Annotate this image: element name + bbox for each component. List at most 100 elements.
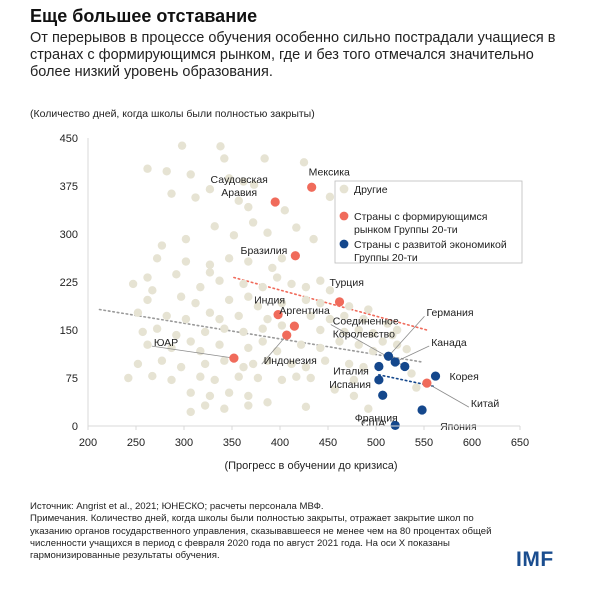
other-point — [216, 142, 225, 151]
other-point — [258, 337, 267, 346]
other-point — [354, 325, 363, 335]
other-point — [378, 337, 387, 346]
country-label: ЮАР — [154, 337, 178, 349]
other-point — [287, 279, 296, 289]
other-point — [176, 362, 186, 372]
y-tick-label: 225 — [60, 277, 78, 289]
other-point — [263, 356, 272, 365]
other-point — [224, 174, 234, 183]
other-point — [316, 276, 325, 285]
legend-entry: Страны с формирующимся рынком Группы 20-т… — [354, 211, 487, 236]
other-point — [224, 295, 234, 305]
other-point — [152, 324, 162, 333]
emerging-point — [229, 353, 239, 363]
other-point — [220, 404, 229, 413]
country-label: Турция — [330, 277, 364, 289]
x-tick-label: 300 — [175, 437, 193, 449]
other-point — [191, 193, 200, 202]
other-point — [301, 282, 311, 292]
country-label: Индонезия — [264, 355, 317, 367]
other-point — [244, 202, 253, 212]
other-point — [277, 298, 287, 308]
y-tick-label: 450 — [60, 133, 78, 145]
advanced-point — [374, 375, 384, 385]
other-point — [186, 407, 195, 417]
other-point — [277, 321, 287, 330]
other-point — [234, 311, 243, 321]
other-point — [181, 314, 191, 324]
legend-entry: Страны с развитой экономикой Группы 20-ти — [354, 239, 507, 264]
country-label: Япония — [440, 421, 476, 433]
emerging-point — [334, 297, 345, 307]
other-point — [272, 273, 282, 282]
other-point — [268, 263, 277, 273]
other-point — [220, 154, 229, 163]
other-point — [186, 388, 195, 397]
other-point — [186, 170, 195, 179]
other-point — [306, 373, 315, 383]
other-point — [234, 372, 243, 381]
other-point — [249, 180, 259, 189]
other-point — [407, 369, 416, 378]
page-title: Еще большее отставание — [30, 6, 258, 26]
other-point — [239, 327, 248, 337]
other-point — [349, 391, 359, 401]
country-label: Индия — [254, 295, 285, 307]
other-point — [277, 254, 287, 263]
other-point — [200, 327, 210, 337]
unit-note: (Количество дней, когда школы были полно… — [30, 108, 315, 120]
leader-line — [388, 315, 425, 357]
other-point — [325, 192, 335, 202]
other-point — [272, 346, 282, 356]
other-point — [191, 298, 200, 308]
x-tick-label: 600 — [463, 437, 481, 449]
country-label: Мексика — [309, 166, 350, 178]
other-point — [215, 276, 224, 285]
other-point — [200, 401, 210, 410]
leader-line — [395, 345, 430, 363]
other-point — [205, 260, 215, 269]
x-tick-label: 450 — [319, 437, 337, 449]
other-point — [162, 311, 171, 321]
other-point — [306, 311, 315, 321]
y-tick-label: 375 — [60, 181, 78, 193]
y-tick-label: 75 — [66, 373, 78, 385]
x-axis-label: (Прогресс в обучении до кризиса) — [224, 460, 397, 472]
scatter-chart: Мексика Саудовская Аравия Бразилия Турция Инд… — [60, 133, 530, 472]
other-point — [215, 314, 224, 324]
imf-logo: IMF — [516, 548, 554, 571]
other-point — [143, 273, 152, 282]
x-tick-label: 500 — [367, 437, 385, 449]
other-point — [162, 167, 171, 176]
other-point — [253, 302, 263, 311]
other-point — [133, 359, 143, 369]
other-point — [224, 388, 234, 397]
methodology-note: Примечания. Количество дней, когда школы… — [30, 513, 492, 562]
other-point — [244, 257, 253, 266]
other-point — [253, 373, 263, 383]
leader-line — [261, 334, 288, 365]
other-point — [205, 185, 215, 194]
other-point — [172, 270, 181, 279]
other-point — [244, 401, 253, 410]
other-point — [301, 295, 311, 305]
footer: Источник: Angrist et al., 2021; ЮНЕСКО; … — [30, 501, 510, 562]
other-point — [234, 196, 243, 205]
other-point — [148, 286, 157, 295]
other-point — [349, 375, 359, 385]
advanced-point — [378, 390, 388, 400]
other-point — [320, 356, 330, 365]
other-point — [196, 282, 205, 292]
x-tick-label: 250 — [127, 437, 145, 449]
advanced-point — [374, 361, 384, 372]
country-labels: Мексика Саудовская Аравия Бразилия Турция Инд… — [154, 166, 499, 433]
x-tick-label: 650 — [511, 437, 529, 449]
trendline — [98, 308, 423, 363]
other-point — [402, 345, 411, 354]
emerging-point — [290, 251, 300, 261]
other-point — [316, 343, 325, 353]
other-point — [224, 254, 234, 263]
legend: Другие Страны с формирующимся рынком Групп… — [334, 180, 523, 264]
other-points-layer — [124, 141, 421, 417]
other-point — [299, 158, 309, 167]
